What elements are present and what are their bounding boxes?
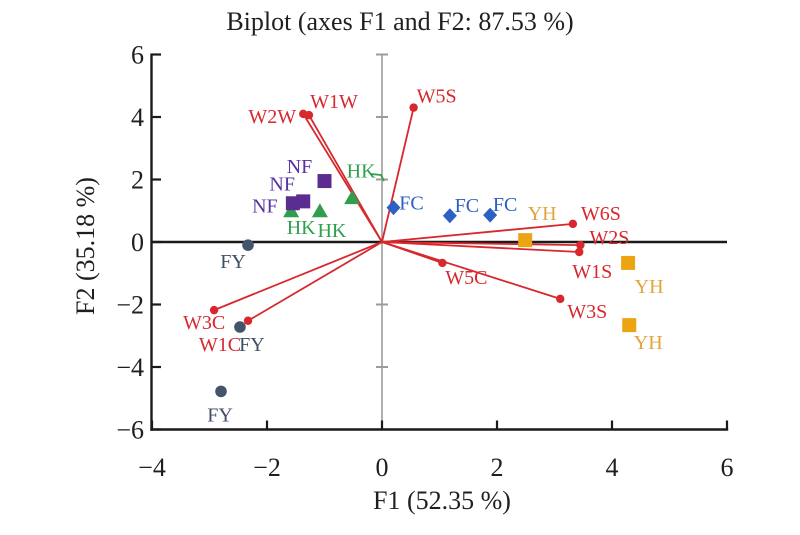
y-tick-label: −6	[116, 416, 144, 445]
vector-label-W2S: W2S	[589, 227, 629, 249]
point-label-HK-1: HK	[347, 161, 376, 183]
point-YH-1	[518, 233, 533, 248]
y-tick-label: 6	[131, 41, 144, 70]
point-label-FY-1: FY	[220, 251, 246, 273]
point-label-FC-2: FC	[455, 195, 479, 217]
y-tick-label: −4	[116, 353, 144, 382]
point-label-YH-1: YH	[528, 203, 557, 225]
point-label-FC-1: FC	[399, 193, 423, 215]
point-FY-2	[234, 321, 246, 333]
vector-point-W3S	[556, 294, 565, 304]
loading-vector-W2S	[381, 241, 581, 247]
point-label-FY-2: FY	[239, 334, 265, 356]
point-label-HK-3: HK	[317, 220, 346, 242]
x-tick-label: −2	[253, 453, 281, 482]
vector-label-W6S: W6S	[581, 203, 621, 225]
point-label-NF-2: NF	[252, 195, 278, 217]
vector-label-W5C: W5C	[445, 267, 487, 289]
x-tick-label: 4	[606, 453, 619, 482]
vector-point-W5S	[409, 103, 418, 112]
x-axis-title: F1 (52.35 %)	[373, 486, 511, 515]
vector-point-W1S	[575, 247, 584, 257]
vector-point-W1C	[243, 316, 253, 325]
point-FC-1	[386, 200, 401, 216]
x-tick-label: 6	[721, 453, 734, 482]
point-label-FC-3: FC	[493, 194, 517, 216]
loading-vector-W1W	[308, 114, 383, 243]
vector-point-W5C	[438, 258, 447, 268]
y-tick-label: 2	[131, 166, 144, 195]
loading-vector-W3C	[213, 241, 383, 311]
vector-label-W1S: W1S	[572, 261, 612, 283]
point-FC-2	[442, 208, 457, 224]
vector-label-W5S: W5S	[417, 86, 457, 108]
vector-point-W1W	[304, 110, 314, 120]
point-HK-1	[344, 190, 361, 205]
point-label-FY-3: FY	[207, 404, 233, 426]
point-FY-1	[242, 239, 254, 251]
hk-label-leader	[370, 173, 385, 182]
vector-label-W3C: W3C	[183, 312, 225, 334]
point-YH-2	[621, 255, 636, 270]
chart-title: Biplot (axes F1 and F2: 87.53 %)	[226, 7, 574, 36]
loading-vector-W5C	[381, 241, 443, 264]
point-HK-3	[311, 203, 328, 218]
loading-vector-W1C	[247, 241, 383, 322]
point-label-HK-2: HK	[287, 217, 316, 239]
point-label-NF-3: NF	[269, 173, 295, 195]
vector-label-W2W: W2W	[248, 106, 296, 128]
loading-vector-W5S	[381, 107, 415, 243]
vector-point-W2S	[576, 240, 585, 250]
point-FY-3	[215, 385, 227, 398]
point-NF-3	[296, 194, 311, 209]
vector-label-W1W: W1W	[310, 91, 358, 113]
point-label-YH-3: YH	[634, 332, 663, 354]
vector-point-W6S	[568, 219, 578, 229]
y-tick-label: −2	[116, 291, 144, 320]
x-tick-label: 2	[491, 453, 504, 482]
loading-vector-W1S	[381, 241, 580, 253]
x-tick-label: −4	[138, 453, 166, 482]
point-FC-3	[483, 207, 498, 223]
y-tick-label: 0	[131, 228, 144, 257]
loading-vector-W6S	[381, 222, 573, 243]
point-NF-1	[317, 174, 332, 189]
point-YH-3	[622, 318, 637, 333]
x-tick-label: 0	[376, 453, 389, 482]
vector-label-W1C: W1C	[199, 334, 241, 356]
vector-label-W3S: W3S	[567, 301, 607, 323]
point-label-NF-1: NF	[287, 156, 313, 178]
vector-point-W3C	[209, 305, 219, 315]
point-label-YH-2: YH	[635, 276, 664, 298]
y-tick-label: 4	[131, 103, 144, 132]
